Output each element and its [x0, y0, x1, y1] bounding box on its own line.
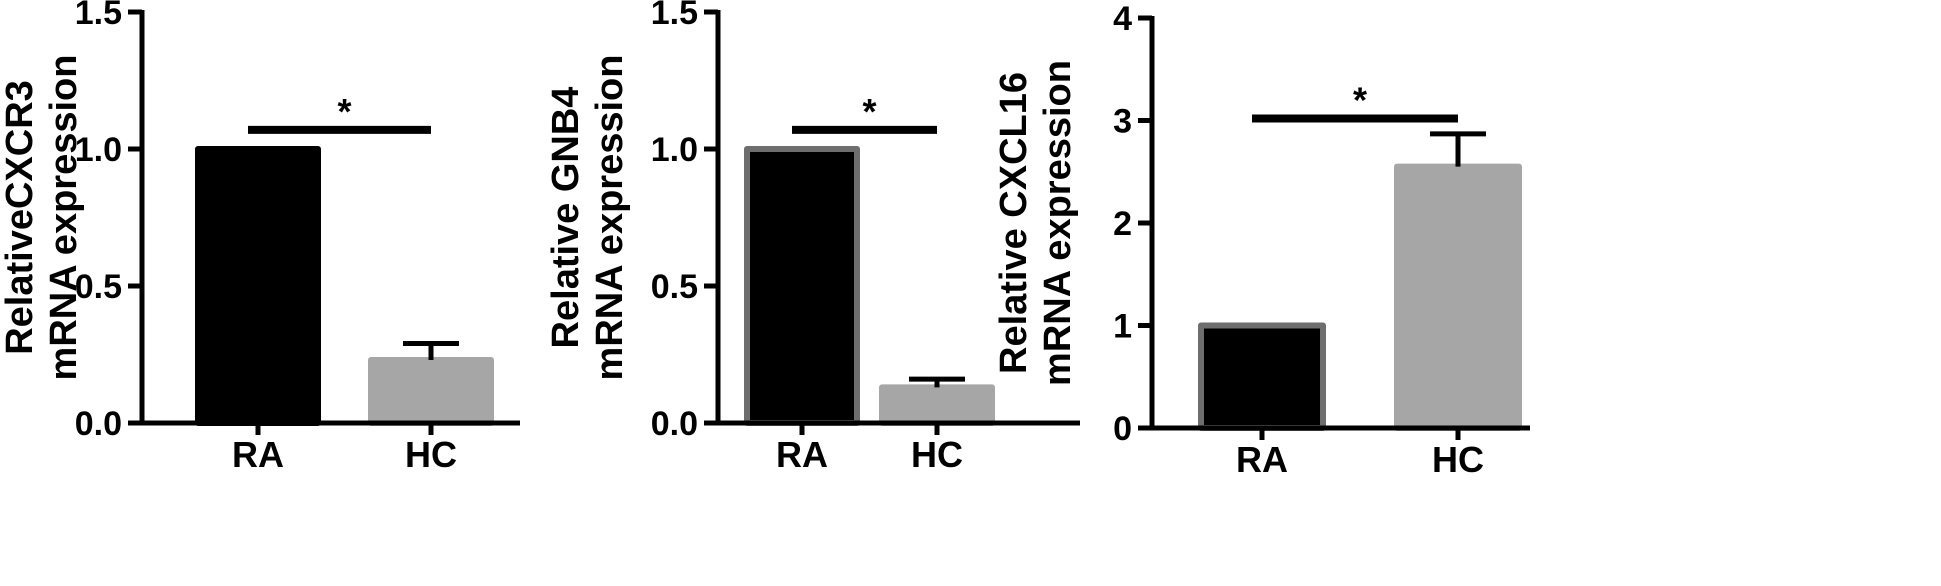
y-tick-label: 0.0 — [75, 405, 122, 443]
x-tick-label-hc: HC — [1432, 439, 1484, 480]
bar-hc — [1394, 163, 1522, 431]
significance-marker: * — [1353, 79, 1367, 120]
bar-hc — [368, 356, 494, 427]
y-tick-label: 1.5 — [75, 0, 122, 32]
y-tick-label: 0.5 — [651, 268, 698, 306]
y-tick-label: 3 — [1113, 103, 1132, 141]
significance-marker: * — [337, 91, 351, 132]
y-tick-label: 0 — [1113, 410, 1132, 448]
bar-hc — [879, 384, 995, 427]
chart-panel-1: RA HC 0.0 0.5 1.0 1.5 * RelativeCXCR3mRNA expre… — [0, 0, 520, 475]
y-tick-label: 1 — [1113, 308, 1132, 346]
y-tick-label: 0.0 — [651, 405, 698, 443]
y-axis-title-line: mRNA expression — [1037, 60, 1079, 386]
x-tick-label-ra: RA — [776, 434, 828, 475]
y-tick-label: 1.0 — [651, 131, 698, 169]
x-tick-label-hc: HC — [405, 434, 457, 475]
y-tick-label: 1.5 — [651, 0, 698, 32]
chart-panel-2: RA HC0.00.51.01.5*Relative GNB4mRNA expre… — [545, 0, 1080, 475]
x-tick-label-hc: HC — [911, 434, 963, 475]
significance-marker: * — [862, 91, 876, 132]
chart-panel-3: RA HC 0 1 2 3 4 * Relative CXCL16mRNA expression — [993, 0, 1530, 480]
bar-ra — [1198, 322, 1326, 431]
y-tick-label: 0.5 — [75, 268, 122, 306]
y-axis-title-line: Relative CXCL16 — [993, 72, 1035, 374]
y-tick-label: 4 — [1113, 0, 1132, 38]
y-tick-label: 1.0 — [75, 131, 122, 169]
bar-ra — [195, 146, 321, 426]
y-axis-title-line: RelativeCXCR3 — [0, 80, 41, 355]
y-axis-title: Relative GNB4mRNA expression — [545, 55, 631, 381]
y-axis-title-line: mRNA expression — [43, 55, 85, 381]
y-axis-title: Relative CXCL16mRNA expression — [993, 60, 1079, 386]
y-tick-label: 2 — [1113, 205, 1132, 243]
y-axis-title: RelativeCXCR3mRNA expression — [0, 55, 85, 381]
x-tick-label-ra: RA — [232, 434, 284, 475]
x-tick-label-ra: RA — [1236, 439, 1288, 480]
y-axis-title-line: Relative GNB4 — [545, 87, 587, 349]
bar-ra — [744, 146, 860, 426]
y-axis-title-line: mRNA expression — [589, 55, 631, 381]
